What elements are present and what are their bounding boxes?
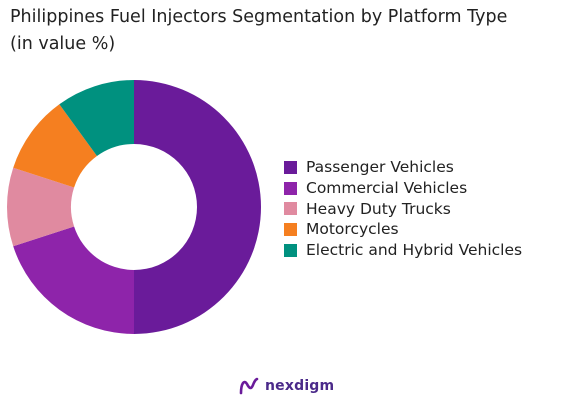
chart-title-text: Philippines Fuel Injectors Segmentation … xyxy=(10,7,508,27)
legend-item-passenger-vehicles: Passenger Vehicles xyxy=(284,157,522,178)
donut-slice-heavy-duty-trucks xyxy=(6,167,75,247)
legend-swatch xyxy=(284,181,297,195)
chart-title: Philippines Fuel Injectors Segmentation … xyxy=(10,4,570,58)
donut-slice-passenger-vehicles xyxy=(134,80,261,334)
nexdigm-logo-icon xyxy=(239,377,259,395)
chart-legend: Passenger Vehicles Commercial Vehicles Hea… xyxy=(284,157,522,260)
legend-label: Commercial Vehicles xyxy=(306,179,468,198)
legend-item-heavy-duty-trucks: Heavy Duty Trucks xyxy=(284,198,522,219)
legend-swatch xyxy=(284,243,297,257)
chart-subtitle: (in value %) xyxy=(10,34,116,54)
donut-slice-commercial-vehicles xyxy=(13,226,135,334)
legend-label: Heavy Duty Trucks xyxy=(306,199,451,218)
legend-swatch xyxy=(284,160,297,174)
legend-label: Electric and Hybrid Vehicles xyxy=(306,241,523,260)
legend-item-commercial-vehicles: Commercial Vehicles xyxy=(284,178,522,199)
legend-item-motorcycles: Motorcycles xyxy=(284,219,522,240)
donut-slice-motorcycles xyxy=(13,104,97,188)
legend-swatch xyxy=(284,202,297,216)
legend-swatch xyxy=(284,222,297,236)
legend-label: Passenger Vehicles xyxy=(306,158,454,177)
legend-label: Motorcycles xyxy=(306,220,399,239)
brand-name: nexdigm xyxy=(265,378,335,394)
brand-logo: nexdigm xyxy=(238,376,334,396)
donut-slice-electric-and-hybrid-vehicles xyxy=(59,80,134,157)
legend-item-electric-and-hybrid-vehicles: Electric and Hybrid Vehicles xyxy=(284,240,522,261)
